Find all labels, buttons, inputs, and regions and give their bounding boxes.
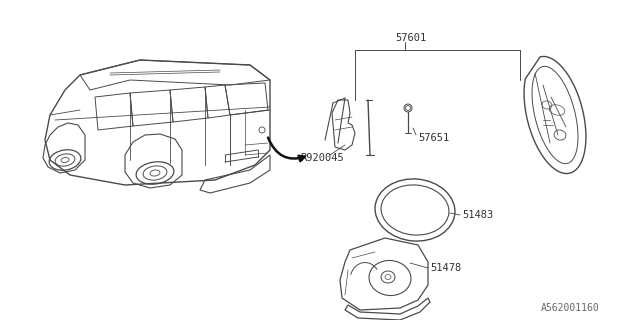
Text: 51483: 51483 [462,210,493,220]
Text: R920045: R920045 [300,153,344,163]
Text: 51478: 51478 [430,263,461,273]
Text: 57651: 57651 [418,133,449,143]
FancyArrowPatch shape [268,138,305,161]
Text: 57601: 57601 [395,33,426,43]
Text: A562001160: A562001160 [541,303,600,313]
